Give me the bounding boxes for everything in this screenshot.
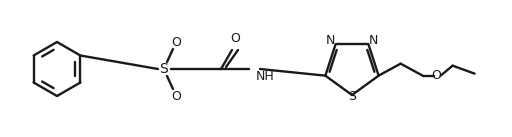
Text: N: N [326,34,335,47]
Text: O: O [432,69,441,82]
Text: O: O [230,32,240,45]
Text: N: N [369,34,378,47]
Text: O: O [171,89,181,102]
Text: O: O [171,35,181,48]
Text: NH: NH [256,71,275,83]
Text: S: S [159,62,167,76]
Text: S: S [348,91,356,103]
